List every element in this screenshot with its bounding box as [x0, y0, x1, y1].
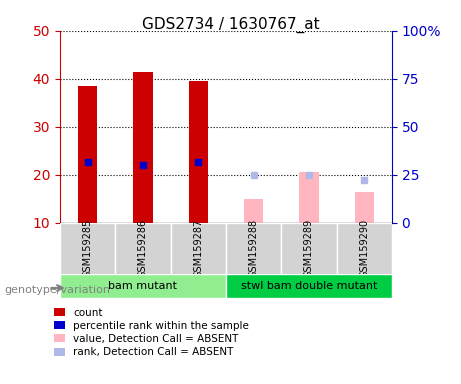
Text: GSM159287: GSM159287: [193, 219, 203, 278]
Bar: [244, 199, 263, 223]
FancyBboxPatch shape: [226, 223, 281, 275]
Text: GSM159289: GSM159289: [304, 219, 314, 278]
Bar: [299, 172, 319, 223]
FancyBboxPatch shape: [171, 223, 226, 275]
Text: GSM159290: GSM159290: [359, 219, 369, 278]
Text: GSM159286: GSM159286: [138, 219, 148, 278]
Text: GSM159285: GSM159285: [83, 219, 93, 278]
Bar: [133, 71, 153, 223]
Bar: [189, 81, 208, 223]
Text: genotype/variation: genotype/variation: [5, 285, 111, 295]
Bar: [355, 192, 374, 223]
Bar: [78, 86, 97, 223]
Text: bam mutant: bam mutant: [108, 281, 177, 291]
Text: GSM159288: GSM159288: [248, 219, 259, 278]
FancyBboxPatch shape: [115, 223, 171, 275]
Text: stwl bam double mutant: stwl bam double mutant: [241, 281, 377, 291]
Legend: count, percentile rank within the sample, value, Detection Call = ABSENT, rank, : count, percentile rank within the sample…: [51, 305, 252, 360]
FancyBboxPatch shape: [226, 274, 392, 298]
FancyBboxPatch shape: [60, 274, 226, 298]
FancyBboxPatch shape: [60, 223, 115, 275]
FancyBboxPatch shape: [337, 223, 392, 275]
FancyBboxPatch shape: [281, 223, 337, 275]
Text: GDS2734 / 1630767_at: GDS2734 / 1630767_at: [142, 17, 319, 33]
